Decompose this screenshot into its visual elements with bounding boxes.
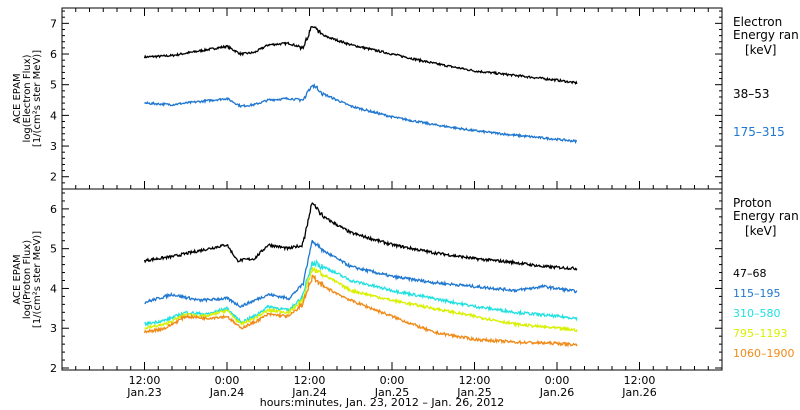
legend-entry: 795–1193	[733, 327, 788, 340]
legend-entry: 47–68	[733, 267, 767, 280]
y-axis-label: [1/(cm²s ster MeV)]	[32, 231, 43, 328]
legend-unit: [keV]	[745, 224, 776, 238]
x-tick-label-time: 12:00	[624, 374, 656, 387]
y-tick-label: 2	[50, 171, 57, 184]
y-tick-label: 7	[50, 17, 57, 30]
legend-entry: 1060–1900	[733, 347, 795, 360]
x-tick-label-date: Jan.24	[291, 386, 326, 399]
x-tick-label-date: Jan.26	[539, 386, 574, 399]
legend-title: Proton	[733, 196, 772, 210]
y-tick-label: 6	[50, 48, 57, 61]
x-axis-label: hours:minutes, Jan. 23, 2012 – Jan. 26, …	[260, 396, 505, 409]
y-tick-label: 3	[50, 140, 57, 153]
legend-title: Electron	[733, 15, 782, 29]
x-tick-label-time: 0:00	[380, 374, 405, 387]
series-line-795-1193	[144, 266, 578, 333]
x-tick-label-date: Jan.25	[456, 386, 491, 399]
series-line-115-195	[144, 240, 578, 308]
x-tick-label-time: 12:00	[294, 374, 326, 387]
x-tick-label-time: 12:00	[459, 374, 491, 387]
y-axis-label: log(Proton Flux)	[22, 240, 33, 319]
y-axis-label: [1/(cm²s ster MeV)]	[32, 50, 43, 147]
x-tick-label-date: Jan.23	[126, 386, 161, 399]
legend-entry: 115–195	[733, 287, 781, 300]
y-tick-label: 6	[50, 203, 57, 216]
x-tick-label-date: Jan.25	[374, 386, 409, 399]
legend-entry: 310–580	[733, 307, 781, 320]
y-tick-label: 4	[50, 109, 57, 122]
y-axis-label: log(Electron Flux)	[22, 54, 33, 142]
y-tick-label: 4	[50, 282, 57, 295]
x-tick-label-time: 0:00	[215, 374, 240, 387]
legend-title: Energy ran	[733, 28, 799, 42]
legend-title: Energy ran	[733, 209, 799, 223]
y-tick-label: 3	[50, 322, 57, 335]
x-tick-label-date: Jan.26	[621, 386, 656, 399]
series-line-38-53	[143, 26, 578, 86]
series-line-1060-1900	[143, 274, 578, 348]
legend-entry: 175–315	[733, 125, 785, 139]
x-tick-label-time: 12:00	[129, 374, 161, 387]
x-tick-label-date: Jan.24	[209, 386, 244, 399]
series-line-47-68	[143, 202, 578, 271]
y-axis-label: ACE EPAM	[12, 73, 23, 123]
y-tick-label: 2	[50, 362, 57, 375]
y-axis-label: ACE EPAM	[12, 254, 23, 304]
panel-frame	[61, 7, 723, 190]
x-tick-label-time: 0:00	[545, 374, 570, 387]
y-tick-label: 5	[50, 243, 57, 256]
panel-frame	[61, 188, 723, 371]
legend-unit: [keV]	[745, 43, 776, 57]
series-line-175-315	[144, 83, 578, 145]
y-tick-label: 5	[50, 79, 57, 92]
legend-entry: 38–53	[733, 87, 770, 101]
